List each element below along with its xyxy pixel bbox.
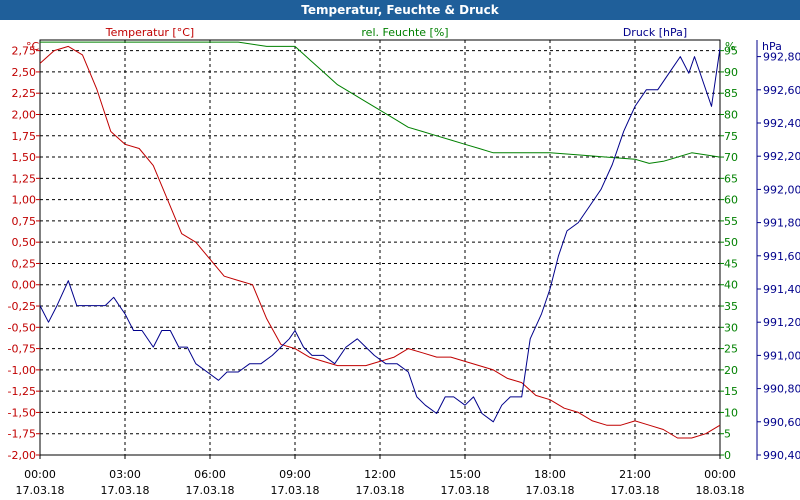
temperature-tick-label: 1,25 xyxy=(12,172,37,185)
temperature-tick-label: -1,25 xyxy=(8,385,36,398)
x-tick-date-label: 17.03.18 xyxy=(16,484,65,497)
humidity-tick-label: 20 xyxy=(724,364,738,377)
x-tick-time-label: 15:00 xyxy=(449,468,481,481)
x-tick-date-label: 18.03.18 xyxy=(696,484,745,497)
humidity-tick-label: 30 xyxy=(724,321,738,334)
temperature-tick-label: -1,00 xyxy=(8,364,36,377)
temperature-tick-label: 2,00 xyxy=(12,108,37,121)
temperature-axis-label: Temperatur [°C] xyxy=(105,26,194,39)
humidity-tick-label: 85 xyxy=(724,87,738,100)
x-tick-time-label: 00:00 xyxy=(24,468,56,481)
temperature-tick-label: 0,50 xyxy=(12,236,37,249)
x-tick-date-label: 17.03.18 xyxy=(356,484,405,497)
humidity-tick-label: 70 xyxy=(724,151,738,164)
temperature-tick-label: -1,75 xyxy=(8,428,36,441)
humidity-tick-label: 15 xyxy=(724,385,738,398)
humidity-axis-label: rel. Feuchte [%] xyxy=(361,26,448,39)
x-tick-time-label: 18:00 xyxy=(534,468,566,481)
x-tick-date-label: 17.03.18 xyxy=(271,484,320,497)
pressure-series-line xyxy=(39,48,721,423)
humidity-series-line xyxy=(40,41,721,164)
x-tick-time-label: 12:00 xyxy=(364,468,396,481)
humidity-unit-label: % xyxy=(725,40,735,53)
pressure-unit-label: hPa xyxy=(762,40,782,53)
temperature-unit-label: °C xyxy=(26,40,40,53)
temperature-tick-label: 0,00 xyxy=(12,279,37,292)
x-tick-time-label: 09:00 xyxy=(279,468,311,481)
pressure-tick-label: 990,60 xyxy=(763,416,800,429)
pressure-tick-label: 992,20 xyxy=(763,150,800,163)
temperature-series-line xyxy=(39,45,721,439)
pressure-tick-label: 992,00 xyxy=(763,183,800,196)
temperature-tick-label: -0,50 xyxy=(8,321,36,334)
x-tick-time-label: 00:00 xyxy=(704,468,736,481)
temperature-tick-label: 2,25 xyxy=(12,87,37,100)
humidity-tick-label: 55 xyxy=(724,215,738,228)
pressure-tick-label: 991,40 xyxy=(763,283,800,296)
chart-title: Temperatur, Feuchte & Druck xyxy=(0,0,800,20)
humidity-tick-label: 40 xyxy=(724,279,738,292)
temperature-tick-label: 2,75 xyxy=(12,45,37,58)
humidity-tick-label: 75 xyxy=(724,130,738,143)
x-tick-date-label: 17.03.18 xyxy=(611,484,660,497)
humidity-tick-label: 65 xyxy=(724,172,738,185)
pressure-tick-label: 992,60 xyxy=(763,84,800,97)
humidity-tick-label: 90 xyxy=(724,66,738,79)
humidity-tick-label: 60 xyxy=(724,194,738,207)
pressure-tick-label: 991,20 xyxy=(763,316,800,329)
temperature-tick-label: 2,50 xyxy=(12,66,37,79)
temperature-tick-label: 1,75 xyxy=(12,130,37,143)
temperature-tick-label: -0,25 xyxy=(8,300,36,313)
pressure-tick-label: 992,40 xyxy=(763,117,800,130)
pressure-tick-label: 991,80 xyxy=(763,217,800,230)
x-tick-time-label: 21:00 xyxy=(619,468,651,481)
pressure-tick-label: 992,80 xyxy=(763,51,800,64)
humidity-tick-label: 95 xyxy=(724,45,738,58)
x-tick-date-label: 17.03.18 xyxy=(526,484,575,497)
x-tick-date-label: 17.03.18 xyxy=(186,484,235,497)
temperature-tick-label: -0,75 xyxy=(8,343,36,356)
temperature-tick-label: 0,25 xyxy=(12,257,37,270)
humidity-tick-label: 35 xyxy=(724,300,738,313)
x-tick-time-label: 06:00 xyxy=(194,468,226,481)
temperature-tick-label: 1,00 xyxy=(12,194,37,207)
temperature-tick-label: 1,50 xyxy=(12,151,37,164)
pressure-tick-label: 990,40 xyxy=(763,449,800,462)
humidity-tick-label: 5 xyxy=(724,428,731,441)
humidity-tick-label: 50 xyxy=(724,236,738,249)
pressure-tick-label: 990,80 xyxy=(763,383,800,396)
humidity-tick-label: 45 xyxy=(724,257,738,270)
humidity-tick-label: 0 xyxy=(724,449,731,462)
x-tick-date-label: 17.03.18 xyxy=(101,484,150,497)
humidity-tick-label: 25 xyxy=(724,343,738,356)
x-tick-time-label: 03:00 xyxy=(109,468,141,481)
pressure-axis-label: Druck [hPa] xyxy=(623,26,687,39)
humidity-tick-label: 10 xyxy=(724,406,738,419)
humidity-tick-label: 80 xyxy=(724,108,738,121)
pressure-tick-label: 991,00 xyxy=(763,349,800,362)
pressure-tick-label: 991,60 xyxy=(763,250,800,263)
temperature-tick-label: -1,50 xyxy=(8,406,36,419)
temperature-tick-label: 0,75 xyxy=(12,215,37,228)
temperature-tick-label: -2,00 xyxy=(8,449,36,462)
x-tick-date-label: 17.03.18 xyxy=(441,484,490,497)
